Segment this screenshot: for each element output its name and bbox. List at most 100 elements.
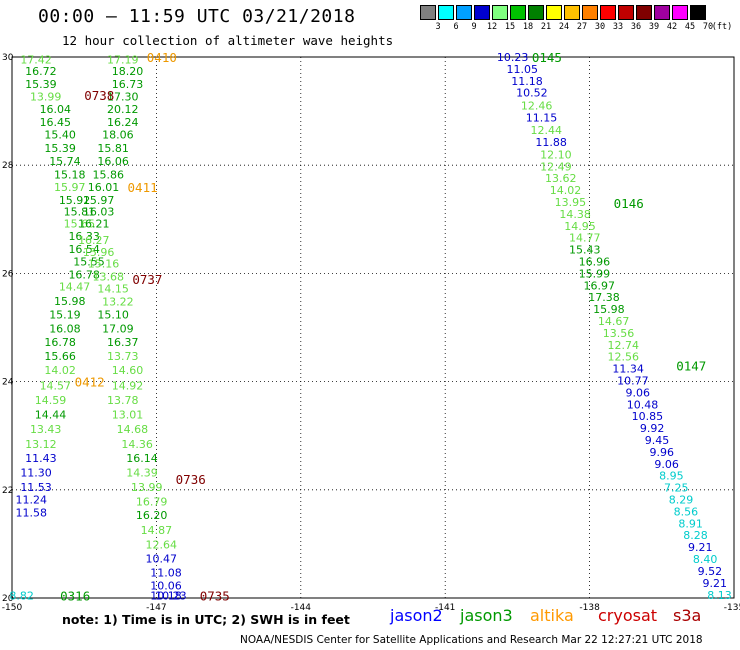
- scale-swatch: [510, 5, 526, 20]
- wave-height-value: 17.19: [107, 54, 139, 67]
- altimeter-map: 30 28 26 24 22 20-150 -147 -144 -141 -138 -135 17.4…: [2, 50, 740, 613]
- wave-height-value: 13.78: [107, 394, 139, 407]
- wave-height-value: 13.56: [603, 327, 635, 340]
- wave-height-value: 20.12: [107, 103, 139, 116]
- scale-label: 42: [666, 22, 678, 32]
- scale-swatch: [564, 5, 580, 20]
- wave-height-value: 10.06: [150, 580, 182, 593]
- wave-height-value: 12.44: [531, 124, 563, 137]
- wave-height-value: 15.65: [64, 218, 96, 231]
- lon-label: -150: [2, 603, 23, 613]
- wave-height-value: 10.18: [150, 589, 182, 602]
- wave-height-value: 14.44: [35, 409, 67, 422]
- wave-height-value: 11.18: [511, 75, 543, 88]
- track-time-label: 0735: [200, 588, 230, 603]
- wave-height-value: 11.30: [20, 466, 52, 479]
- lat-label: 24: [2, 378, 14, 388]
- wave-height-value: 16.72: [25, 65, 57, 78]
- scale-label: 36: [630, 22, 642, 32]
- wave-height-value: 16.21: [78, 218, 110, 231]
- wave-height-value: 9.92: [640, 422, 665, 435]
- wave-height-value: 10.23: [155, 589, 187, 602]
- scale-label: 18: [522, 22, 534, 32]
- credit-line: NOAA/NESDIS Center for Satellite Applica…: [240, 634, 703, 646]
- wave-height-value: 15.10: [97, 309, 129, 322]
- legend-cryosat: cryosat: [598, 606, 658, 625]
- scale-label: 39: [648, 22, 660, 32]
- wave-height-value: 15.99: [579, 267, 611, 280]
- lon-label: -147: [146, 603, 166, 613]
- scale-swatch: [456, 5, 472, 20]
- track-time-label: 0145: [532, 50, 562, 65]
- wave-height-value: 10.47: [145, 553, 177, 566]
- wave-height-value: 14.36: [121, 438, 153, 451]
- track-time-label: 0411: [128, 180, 158, 195]
- wave-height-value: 12.64: [145, 538, 177, 551]
- track-time-label: 0736: [176, 472, 206, 487]
- legend-altika: altika: [530, 606, 574, 625]
- wave-height-value: 9.45: [645, 434, 670, 447]
- scale-swatch: [636, 5, 652, 20]
- wave-height-value: 15.98: [54, 295, 86, 308]
- scale-swatch: [672, 5, 688, 20]
- wave-height-value: 11.88: [535, 136, 567, 149]
- wave-height-value: 16.45: [40, 116, 72, 129]
- wave-height-value: 16.37: [107, 336, 139, 349]
- wave-height-value: 8.95: [659, 470, 684, 483]
- scale-label: 21: [540, 22, 552, 32]
- scale-unit: (ft): [711, 22, 733, 32]
- scale-swatch: [528, 5, 544, 20]
- scale-swatch: [618, 5, 634, 20]
- wave-height-value: 16.08: [49, 323, 81, 336]
- wave-height-value: 17.42: [20, 54, 52, 67]
- wave-height-value: 12.10: [540, 148, 572, 161]
- wave-height-value: 17.30: [107, 90, 139, 103]
- wave-height-value: 15.55: [73, 255, 105, 268]
- lon-label: -141: [435, 603, 455, 613]
- wave-height-value: 11.43: [25, 452, 57, 465]
- wave-height-value: 15.39: [25, 78, 57, 91]
- scale-swatch: [492, 5, 508, 20]
- footer-note: note: 1) Time is in UTC; 2) SWH is in fe…: [62, 612, 350, 627]
- lon-label: -138: [579, 603, 600, 613]
- wave-height-value: 15.16: [88, 258, 120, 271]
- lon-label: -135: [724, 603, 740, 613]
- wave-height-value: 16.73: [112, 78, 144, 91]
- legend-jason3: jason3: [460, 606, 513, 625]
- scale-label: 70: [702, 22, 714, 32]
- wave-height-value: 12.46: [521, 100, 553, 113]
- scale-label: 45: [684, 22, 696, 32]
- lat-label: 26: [2, 269, 14, 279]
- wave-height-value: 17.38: [588, 291, 620, 304]
- scale-swatch: [690, 5, 706, 20]
- lat-label: 28: [2, 161, 14, 171]
- wave-height-value: 8.82: [9, 589, 34, 602]
- wave-height-value: 11.08: [150, 567, 182, 580]
- wave-height-value: 16.33: [68, 230, 100, 243]
- track-time-label: 0738: [84, 88, 114, 103]
- wave-height-value: 9.21: [702, 577, 727, 590]
- map-title: 00:00 – 11:59 UTC 03/21/2018: [38, 6, 356, 27]
- wave-height-value: 16.04: [40, 103, 72, 116]
- wave-height-value: 11.05: [506, 63, 538, 76]
- wave-height-value: 15.66: [44, 350, 76, 363]
- wave-height-value: 9.21: [688, 541, 713, 554]
- track-time-label: 0412: [75, 375, 105, 390]
- wave-height-value: 9.06: [654, 458, 679, 471]
- scale-label: 27: [576, 22, 588, 32]
- wave-height-value: 9.52: [698, 565, 723, 578]
- scale-label: 9: [471, 22, 477, 32]
- track-time-label: 0146: [614, 196, 644, 211]
- wave-height-value: 15.96: [83, 246, 115, 259]
- wave-height-value: 9.06: [625, 386, 650, 399]
- scale-label: 3: [435, 22, 441, 32]
- wave-height-value: 8.91: [678, 517, 703, 530]
- wave-height-value: 8.28: [683, 529, 708, 542]
- wave-height-value: 14.47: [59, 280, 91, 293]
- wave-height-value: 16.14: [126, 452, 158, 465]
- wave-height-value: 16.20: [136, 509, 168, 522]
- wave-height-value: 10.77: [617, 375, 649, 388]
- wave-height-value: 14.68: [117, 423, 149, 436]
- wave-height-value: 18.20: [112, 65, 144, 78]
- wave-height-value: 10.85: [632, 410, 664, 423]
